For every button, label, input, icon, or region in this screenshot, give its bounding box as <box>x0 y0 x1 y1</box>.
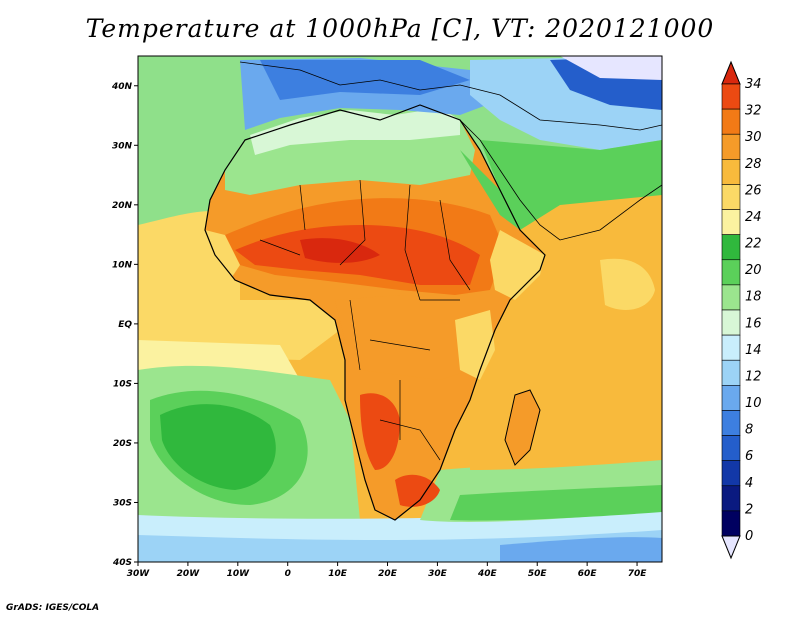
lat-tick-label: 40N <box>111 82 133 92</box>
west-africa-coast <box>205 230 240 280</box>
colorbar-segment <box>721 485 741 512</box>
colorbar-segment <box>721 334 741 361</box>
lon-tick-label: 30W <box>127 569 151 579</box>
lon-tick-label: 0 <box>285 569 291 579</box>
colorbar-label: 14 <box>745 343 762 358</box>
chart-title: Temperature at 1000hPa [C], VT: 20201210… <box>85 14 715 43</box>
colorbar-label: 20 <box>745 263 762 278</box>
colorbar-label: 24 <box>745 210 762 225</box>
colorbar-bottom-arrow <box>721 535 741 560</box>
colorbar-segment <box>721 259 741 286</box>
colorbar-segment <box>721 385 741 411</box>
lon-tick-label: 20E <box>378 569 398 579</box>
lon-tick-label: 70E <box>628 569 648 579</box>
colorbar-label: 26 <box>745 183 762 198</box>
lat-tick-label: 20S <box>113 439 132 449</box>
south-africa-hot <box>395 474 440 507</box>
lat-tick-label: 30S <box>113 498 132 508</box>
colorbar-segment <box>721 209 741 235</box>
namibia-hot <box>360 393 400 470</box>
south-indian-green <box>450 485 662 521</box>
colorbar-segment <box>721 359 741 386</box>
arabia-coastline <box>459 119 662 241</box>
colorbar-label: 28 <box>745 157 762 172</box>
arabian-sea-patch <box>600 258 655 310</box>
northern-coastline <box>239 61 662 131</box>
red-sea-coast <box>460 150 520 230</box>
colorbar-segment <box>721 460 741 487</box>
colorbar-label: 16 <box>745 316 762 331</box>
colorbar-segment <box>721 234 741 261</box>
credit-label: GrADS: IGES/COLA <box>6 603 100 613</box>
madagascar <box>505 390 540 465</box>
colorbar-label: 0 <box>745 529 753 544</box>
colorbar-label: 10 <box>745 396 762 411</box>
coastlines <box>204 61 662 521</box>
madagascar-coastline <box>504 389 541 466</box>
country-borders <box>259 179 471 461</box>
colorbar-segment <box>721 510 741 537</box>
colorbar-segment <box>721 284 741 311</box>
colorbar-segment <box>721 83 741 110</box>
europe-cool-region <box>260 60 470 100</box>
colorbar-label: 6 <box>745 449 753 464</box>
contour-fill-layer <box>138 56 662 562</box>
lon-tick-label: 40E <box>477 569 498 579</box>
colorbar-segment <box>721 108 741 135</box>
colorbar-segment <box>721 159 741 185</box>
north-africa-light <box>250 108 460 155</box>
colorbar-label: 12 <box>745 369 762 384</box>
southern-ocean-deep <box>500 537 662 562</box>
lat-tick-label: 40S <box>112 558 132 568</box>
africa-coastline <box>204 104 546 521</box>
plot-frame <box>137 55 663 563</box>
lon-tick-label: 10E <box>328 569 348 579</box>
colorbar-label: 30 <box>745 130 762 145</box>
lon-tick-label: 50E <box>528 569 548 579</box>
lat-tick-label: 30N <box>112 141 133 151</box>
horn-of-africa <box>490 230 545 300</box>
colorbar-label: 34 <box>745 77 762 92</box>
central-africa <box>335 295 480 380</box>
colorbar-label: 22 <box>745 237 762 252</box>
lat-tick-label: 10N <box>112 260 133 270</box>
colorbar-label: 2 <box>745 502 753 517</box>
colorbar-top-arrow <box>721 60 741 85</box>
colorbar-label: 4 <box>745 476 753 491</box>
colorbar-segment <box>721 309 741 336</box>
colorbar-segment <box>721 410 741 436</box>
colorbar-segment <box>721 133 741 160</box>
lon-tick-label: 30E <box>428 569 448 579</box>
lon-tick-label: 10W <box>227 569 251 579</box>
lat-tick-label: 20N <box>112 201 133 211</box>
east-africa-highlands <box>455 310 495 380</box>
high-cold-region <box>560 56 662 80</box>
colorbar-label: 18 <box>745 290 762 305</box>
colorbar-segment <box>721 435 741 461</box>
sahel-hottest <box>300 238 380 263</box>
south-atlantic-dark-core <box>160 404 276 490</box>
lon-axis: 30W 20W 10W 0 10E 20E 30E 40E 50E 60E 70E <box>127 562 647 579</box>
lon-tick-label: 60E <box>578 569 598 579</box>
colorbar-label: 32 <box>745 104 762 119</box>
lat-tick-label: EQ <box>118 320 132 330</box>
colorbar-label: 8 <box>745 423 753 438</box>
colorbar-segment <box>721 184 741 210</box>
lon-tick-label: 20W <box>177 569 201 579</box>
lat-tick-label: 10S <box>113 379 132 389</box>
lat-axis: 40N 30N 20N 10N EQ 10S 20S 30S 40S <box>111 82 138 568</box>
